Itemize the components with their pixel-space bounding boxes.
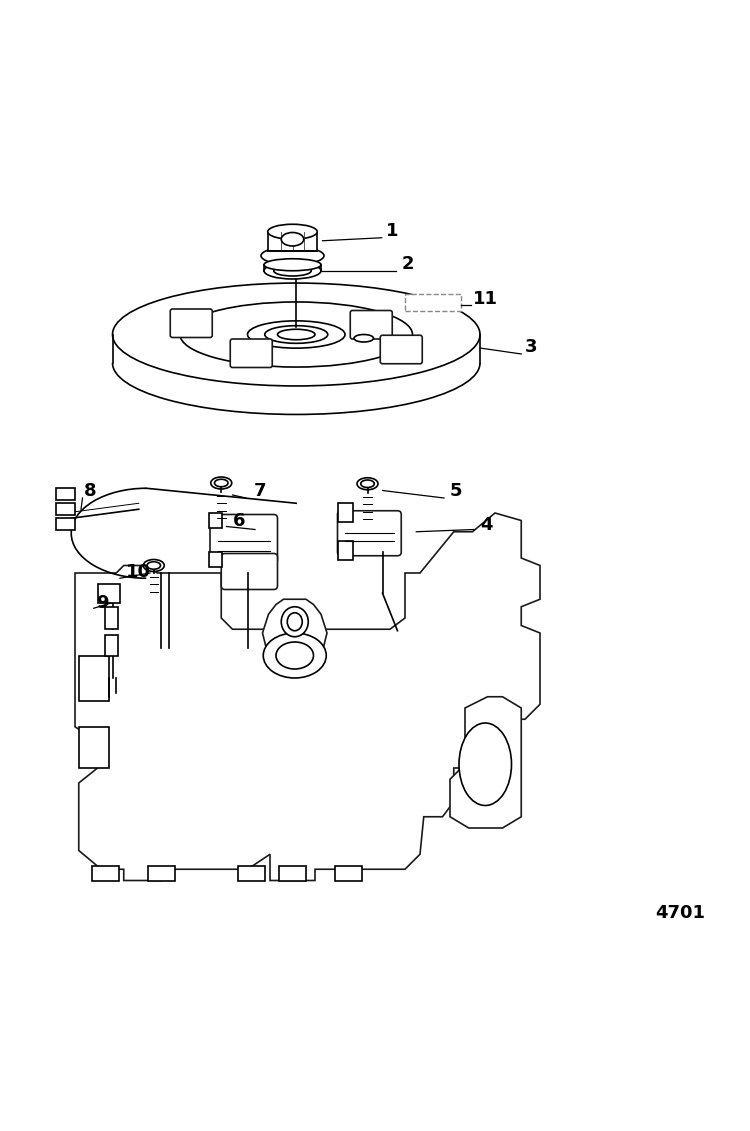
Bar	[79, 656, 109, 700]
Text: 4: 4	[480, 516, 493, 534]
FancyBboxPatch shape	[350, 311, 392, 339]
FancyBboxPatch shape	[380, 335, 422, 364]
Bar	[105, 606, 118, 629]
Ellipse shape	[354, 335, 374, 342]
Text: 5: 5	[450, 482, 463, 500]
Ellipse shape	[278, 329, 315, 339]
Ellipse shape	[265, 326, 328, 344]
Ellipse shape	[143, 560, 164, 571]
Bar	[335, 865, 362, 881]
Bar	[338, 541, 352, 560]
Ellipse shape	[264, 259, 321, 270]
Ellipse shape	[180, 302, 412, 368]
Bar	[405, 294, 461, 311]
Bar	[268, 232, 317, 250]
Ellipse shape	[248, 321, 345, 348]
Bar	[92, 865, 118, 881]
Bar	[56, 487, 75, 500]
Polygon shape	[75, 513, 540, 881]
Bar	[238, 865, 265, 881]
Ellipse shape	[281, 233, 304, 247]
Text: 6: 6	[232, 511, 245, 529]
Bar	[148, 865, 175, 881]
Text: 11: 11	[472, 291, 497, 309]
Bar	[209, 552, 222, 567]
Ellipse shape	[274, 266, 311, 276]
Ellipse shape	[276, 642, 314, 670]
Ellipse shape	[264, 262, 321, 279]
Ellipse shape	[287, 613, 302, 631]
Polygon shape	[262, 599, 327, 656]
Bar	[79, 727, 109, 768]
Text: 4701: 4701	[655, 904, 705, 922]
Ellipse shape	[211, 477, 232, 489]
FancyBboxPatch shape	[210, 515, 278, 563]
Ellipse shape	[357, 477, 378, 490]
Polygon shape	[450, 697, 521, 828]
Ellipse shape	[268, 224, 317, 240]
Bar	[105, 634, 118, 656]
Text: 2: 2	[401, 256, 414, 274]
Ellipse shape	[281, 606, 308, 637]
Ellipse shape	[459, 723, 512, 805]
FancyBboxPatch shape	[221, 553, 278, 589]
Ellipse shape	[361, 480, 374, 487]
Text: 9: 9	[96, 594, 109, 612]
FancyBboxPatch shape	[170, 309, 212, 337]
Text: 1: 1	[386, 222, 399, 240]
Ellipse shape	[112, 283, 480, 386]
Bar	[56, 518, 75, 529]
FancyBboxPatch shape	[230, 339, 272, 368]
Ellipse shape	[261, 247, 324, 265]
Text: 3: 3	[525, 338, 538, 356]
Bar	[338, 503, 352, 523]
Text: 10: 10	[126, 563, 151, 580]
Text: 7: 7	[254, 483, 266, 501]
Ellipse shape	[147, 562, 160, 569]
Bar	[279, 865, 306, 881]
Bar	[56, 502, 75, 515]
FancyBboxPatch shape	[338, 511, 401, 555]
Bar	[98, 585, 120, 603]
Ellipse shape	[263, 633, 326, 677]
Bar	[209, 513, 222, 528]
Text: 8: 8	[84, 482, 97, 500]
Ellipse shape	[214, 480, 228, 486]
